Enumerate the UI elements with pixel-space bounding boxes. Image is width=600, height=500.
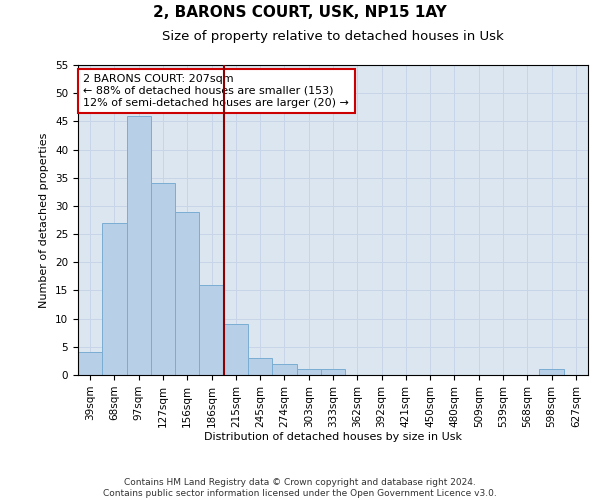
Bar	[272, 364, 296, 375]
X-axis label: Distribution of detached houses by size in Usk: Distribution of detached houses by size …	[204, 432, 462, 442]
Bar	[199, 285, 224, 375]
Bar	[539, 370, 564, 375]
Bar	[175, 212, 199, 375]
Bar	[224, 324, 248, 375]
Text: 2 BARONS COURT: 207sqm
← 88% of detached houses are smaller (153)
12% of semi-de: 2 BARONS COURT: 207sqm ← 88% of detached…	[83, 74, 349, 108]
Bar	[296, 370, 321, 375]
Bar	[248, 358, 272, 375]
Text: 2, BARONS COURT, USK, NP15 1AY: 2, BARONS COURT, USK, NP15 1AY	[153, 5, 447, 20]
Bar	[78, 352, 102, 375]
Title: Size of property relative to detached houses in Usk: Size of property relative to detached ho…	[162, 30, 504, 43]
Bar	[102, 223, 127, 375]
Bar	[151, 184, 175, 375]
Y-axis label: Number of detached properties: Number of detached properties	[40, 132, 49, 308]
Bar	[127, 116, 151, 375]
Bar	[321, 370, 345, 375]
Text: Contains HM Land Registry data © Crown copyright and database right 2024.
Contai: Contains HM Land Registry data © Crown c…	[103, 478, 497, 498]
